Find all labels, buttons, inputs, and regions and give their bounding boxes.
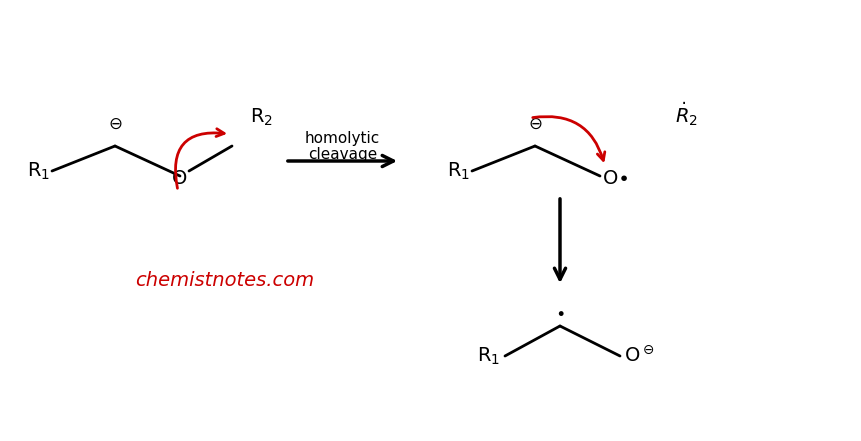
Text: homolytic: homolytic [305,131,380,146]
Text: chemistnotes.com: chemistnotes.com [135,272,314,291]
Text: O$\bullet$: O$\bullet$ [601,169,628,188]
Text: $\ominus$: $\ominus$ [108,115,122,133]
Text: O: O [172,169,188,188]
Text: $\ominus$: $\ominus$ [527,115,542,133]
Text: $\dot{R}_2$: $\dot{R}_2$ [674,100,697,128]
Text: R$_1$: R$_1$ [27,161,50,182]
Text: $\bullet$: $\bullet$ [554,303,564,321]
Text: O$^\ominus$: O$^\ominus$ [623,346,653,366]
Text: R$_1$: R$_1$ [446,161,469,182]
Text: R$_1$: R$_1$ [476,345,499,366]
Text: cleavage: cleavage [307,147,376,162]
Text: R$_2$: R$_2$ [250,107,273,128]
